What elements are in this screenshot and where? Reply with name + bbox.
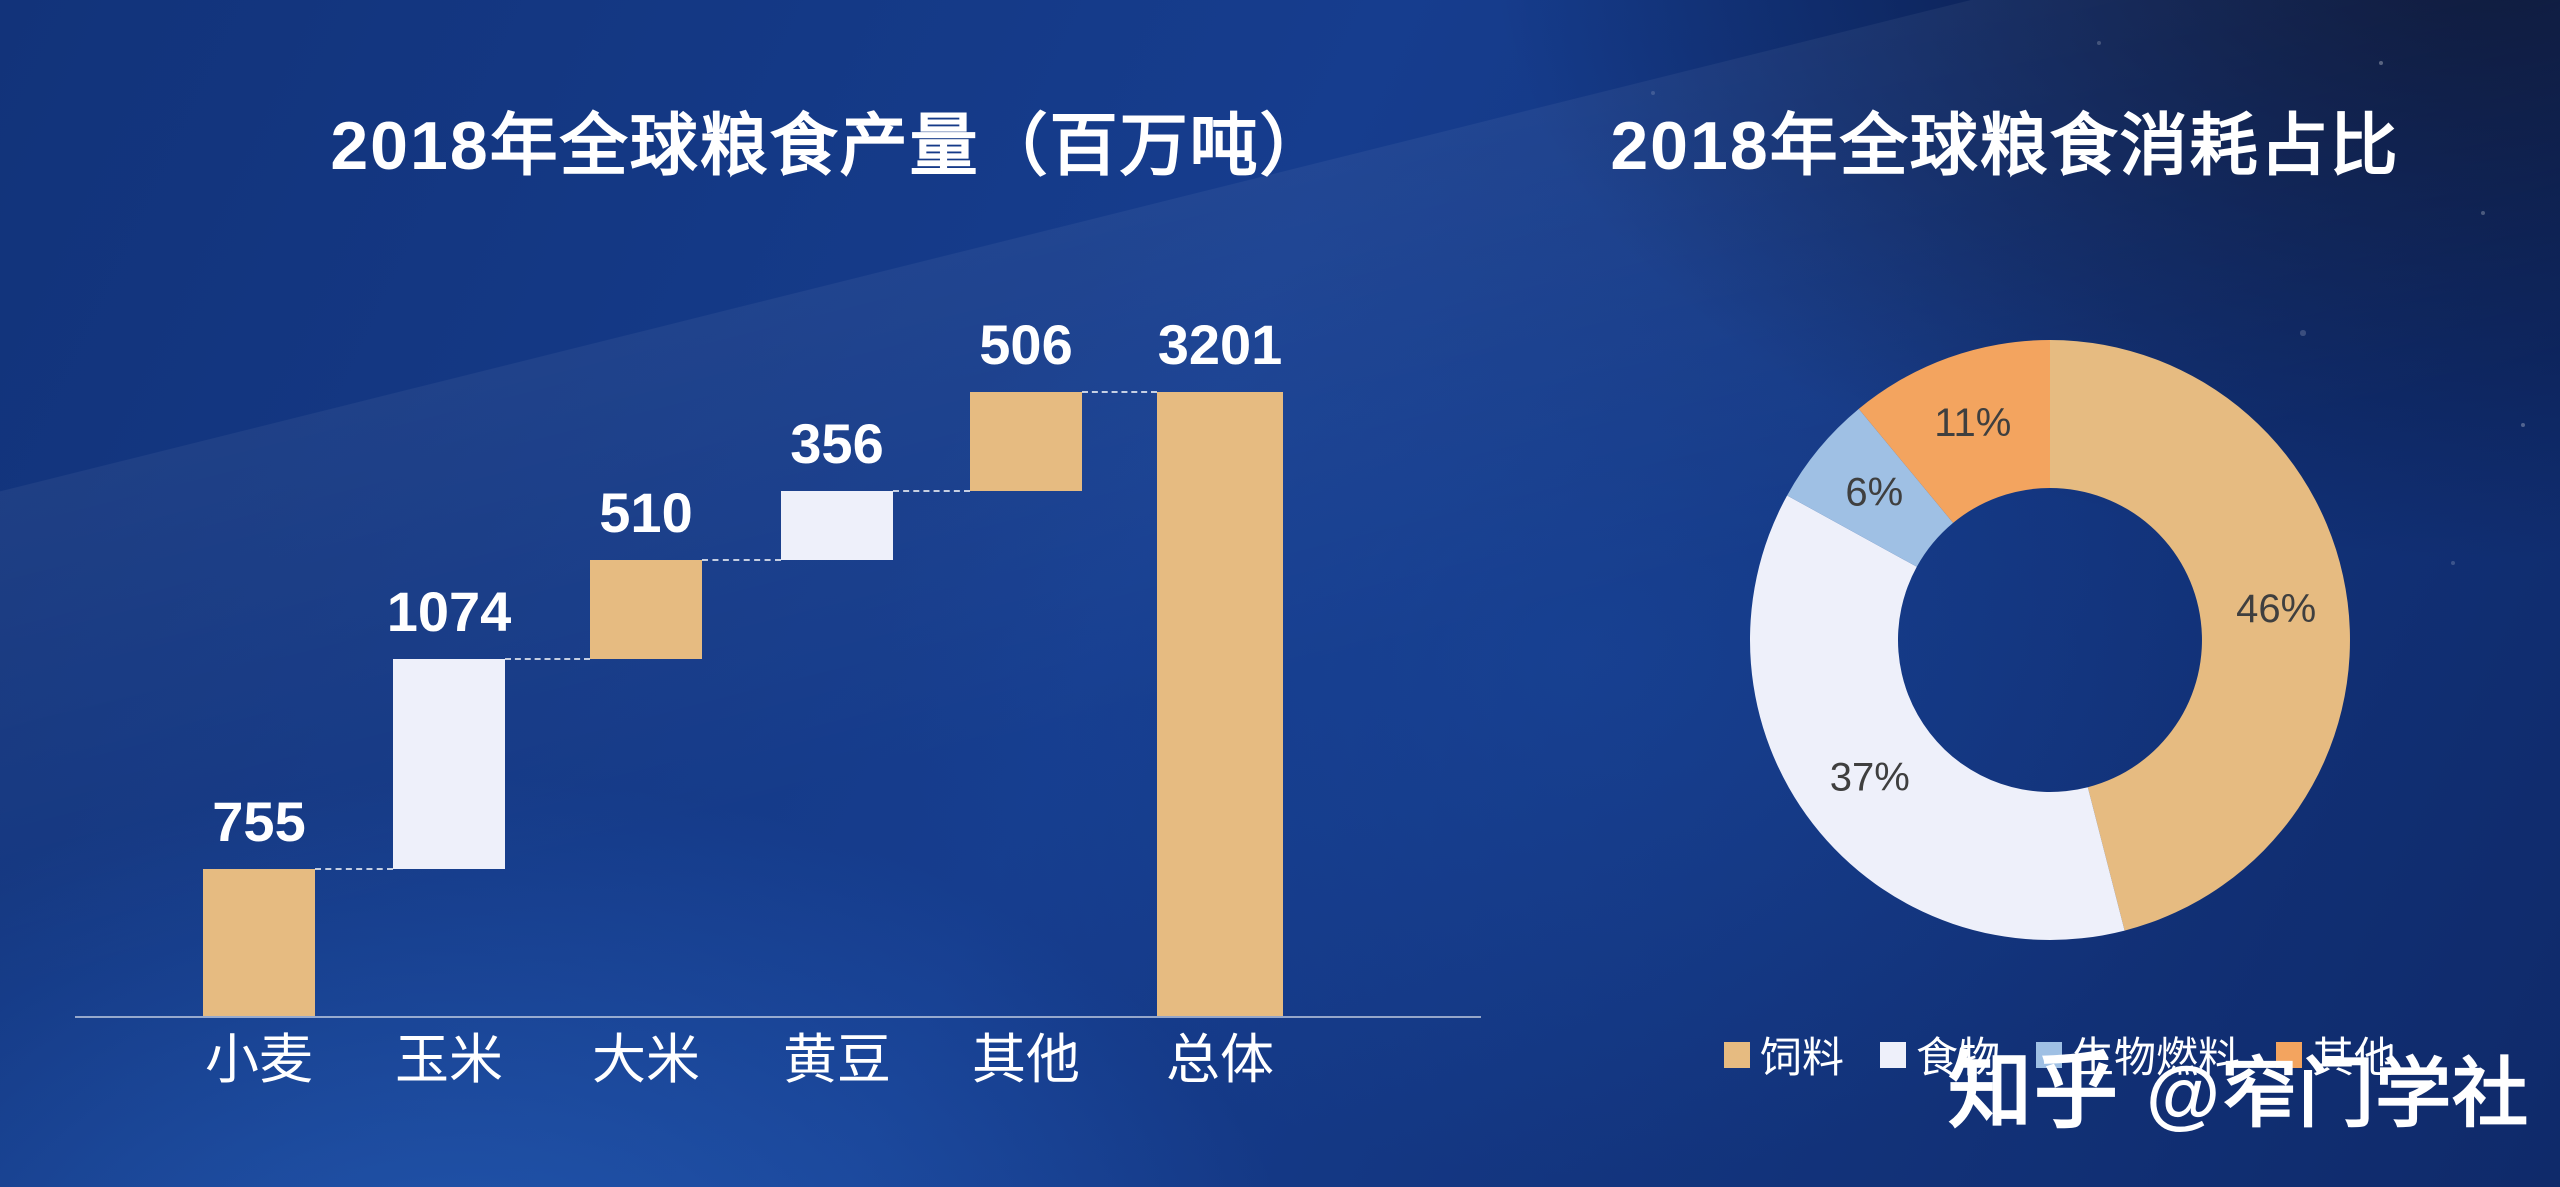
- watermark: 知乎 @窄门学社: [1948, 1024, 2529, 1145]
- bar-value-label: 356: [790, 411, 884, 475]
- waterfall-bar: [590, 560, 702, 660]
- bar-value-label: 1074: [386, 580, 512, 644]
- bar-value-label: 510: [599, 481, 693, 545]
- waterfall-bar: [781, 490, 893, 561]
- watermark-handle: @窄门学社: [2146, 1052, 2530, 1137]
- bar-category-label: 玉米: [395, 1030, 503, 1090]
- waterfall-bar: [970, 392, 1082, 491]
- donut-slice: [1858, 340, 2050, 523]
- legend-label: 其他: [2312, 1034, 2397, 1081]
- bar-category-label: 其他: [972, 1030, 1080, 1090]
- bar-category-label: 黄豆: [783, 1030, 891, 1090]
- donut-slice-label: 11%: [1934, 401, 2011, 445]
- waterfall-connector: [315, 867, 393, 870]
- waterfall-chart-title: 2018年全球粮食产量（百万吨）: [330, 108, 1330, 184]
- waterfall-plot: 755 小麦 1074 玉米 510 大米 356 黄豆 506 其他 3201 总体: [75, 300, 1485, 1090]
- x-axis-line: [75, 1016, 1481, 1018]
- legend-item: 食物: [1879, 1024, 2000, 1085]
- waterfall-bar: [203, 868, 315, 1016]
- bar-category-label: 大米: [592, 1030, 700, 1090]
- donut-chart-title: 2018年全球粮食消耗占比: [1610, 108, 2400, 184]
- donut-legend: 饲料 食物 生物燃料 其他: [1620, 1024, 2500, 1085]
- donut-slice: [1750, 495, 2125, 940]
- background-stars: [0, 0, 2, 2]
- bar-value-label: 506: [979, 313, 1073, 376]
- legend-label: 饲料: [1759, 1034, 1844, 1081]
- bar-value-label: 3201: [1157, 313, 1283, 376]
- bar-category-label: 小麦: [205, 1030, 313, 1090]
- donut-chart: 46% 37% 6% 11%: [1750, 340, 2350, 940]
- waterfall-connector: [1082, 391, 1157, 393]
- legend-label: 食物: [1915, 1034, 2000, 1081]
- legend-item: 其他: [2276, 1024, 2396, 1085]
- waterfall-connector: [505, 658, 590, 661]
- legend-swatch: [2036, 1041, 2062, 1068]
- waterfall-connector: [702, 559, 781, 562]
- legend-item: 生物燃料: [2036, 1024, 2240, 1085]
- legend-swatch: [1879, 1041, 1906, 1068]
- donut-slice: [1787, 408, 1954, 567]
- watermark-brand-logo: 知乎: [1948, 1044, 2121, 1138]
- donut-slice-label: 6%: [1845, 470, 1903, 514]
- legend-item: 饲料: [1723, 1024, 1844, 1085]
- donut-slice-label: 46%: [2236, 587, 2316, 631]
- legend-swatch: [2276, 1041, 2303, 1068]
- waterfall-bar: [1157, 392, 1283, 1016]
- waterfall-connector: [893, 489, 970, 492]
- legend-label: 生物燃料: [2072, 1034, 2241, 1081]
- legend-swatch: [1723, 1041, 1750, 1068]
- bar-value-label: 755: [212, 789, 306, 853]
- donut-slice-label: 37%: [1830, 755, 1910, 799]
- waterfall-bar: [393, 659, 505, 869]
- bar-category-label: 总体: [1166, 1030, 1274, 1090]
- donut-slice: [2050, 340, 2350, 931]
